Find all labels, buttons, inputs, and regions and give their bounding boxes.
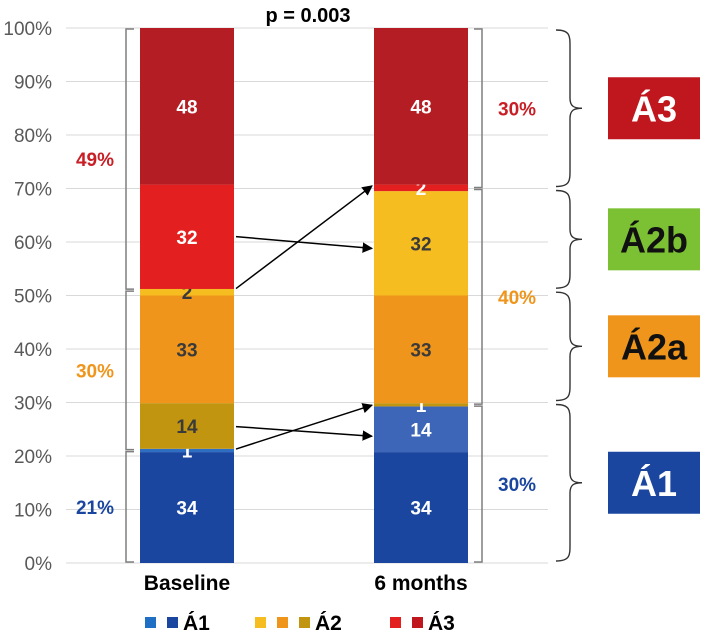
group-percent: 21% — [76, 498, 114, 519]
category-brace — [555, 291, 583, 402]
category-label: 6 months — [374, 572, 467, 595]
group-bracket — [474, 188, 483, 405]
y-tick-label: 10% — [14, 501, 52, 522]
y-tick-label: 20% — [14, 447, 52, 468]
bar-segment — [140, 448, 234, 453]
data-label: 14 — [176, 417, 198, 438]
bar-segment — [140, 452, 234, 563]
group-bracket — [474, 405, 483, 563]
category-brace — [555, 29, 583, 188]
group-bracket — [125, 450, 134, 563]
legend-swatch — [390, 617, 401, 628]
data-label: 1 — [416, 396, 427, 417]
bar-segment — [374, 406, 468, 453]
bar-segment — [374, 295, 468, 404]
data-label: 33 — [176, 340, 197, 361]
category-badge-label: Á3 — [631, 88, 677, 129]
category-badge-label: Á2b — [620, 219, 688, 260]
data-label: 33 — [410, 340, 431, 361]
category-badge-label: Á1 — [631, 463, 677, 504]
data-label: 2 — [182, 283, 193, 304]
group-percent: 30% — [498, 475, 536, 496]
category-brace — [555, 189, 583, 289]
y-tick-label: 80% — [14, 126, 52, 147]
group-percent: 49% — [76, 150, 114, 171]
data-label: 34 — [176, 499, 198, 520]
data-label: 2 — [416, 179, 427, 200]
legend-label: Á2 — [315, 612, 342, 635]
legend-swatch — [277, 617, 288, 628]
data-label: 48 — [176, 97, 197, 118]
legend-label: Á3 — [428, 612, 455, 635]
transition-arrow — [235, 403, 373, 450]
legend-swatch — [412, 617, 423, 628]
legend-swatch — [145, 617, 156, 628]
category-label: Baseline — [144, 572, 230, 595]
data-label: 32 — [176, 228, 197, 249]
group-percent: 40% — [498, 288, 536, 309]
bar-segment — [374, 403, 468, 407]
bar-segment — [140, 403, 234, 449]
category-badge — [608, 208, 700, 271]
y-tick-label: 0% — [25, 554, 53, 575]
bar-segment — [140, 28, 234, 185]
category-badge — [608, 315, 700, 378]
y-tick-label: 100% — [3, 19, 52, 40]
y-tick-label: 50% — [14, 287, 52, 308]
bar-segment — [140, 295, 234, 404]
bar-segment — [374, 28, 468, 185]
category-badge-label: Á2a — [621, 326, 688, 367]
legend-label: Á1 — [183, 612, 210, 635]
y-tick-label: 30% — [14, 394, 52, 415]
transition-arrow — [235, 185, 373, 290]
data-label: 1 — [182, 441, 193, 462]
data-label: 48 — [410, 97, 431, 118]
category-brace — [555, 403, 583, 562]
y-tick-label: 90% — [14, 73, 52, 94]
data-label: 14 — [410, 420, 432, 441]
legend-swatch — [299, 617, 310, 628]
chart-title: p = 0.003 — [265, 5, 350, 27]
bar-segment — [140, 288, 234, 296]
category-badge — [608, 451, 700, 514]
data-label: 32 — [410, 234, 431, 255]
group-percent: 30% — [498, 99, 536, 120]
data-label: 34 — [410, 499, 432, 520]
category-badge — [608, 77, 700, 140]
bar-segment — [374, 191, 468, 296]
group-bracket — [125, 28, 134, 290]
bar-segment — [374, 184, 468, 192]
transition-arrow — [235, 235, 374, 253]
legend-swatch — [255, 617, 266, 628]
bar-segment — [374, 452, 468, 563]
legend-swatch — [167, 617, 178, 628]
y-tick-label: 70% — [14, 180, 52, 201]
y-tick-label: 40% — [14, 340, 52, 361]
group-percent: 30% — [76, 361, 114, 382]
group-bracket — [474, 28, 483, 189]
group-bracket — [125, 290, 134, 451]
bar-segment — [140, 184, 234, 289]
transition-arrow — [235, 425, 374, 441]
y-tick-label: 60% — [14, 233, 52, 254]
